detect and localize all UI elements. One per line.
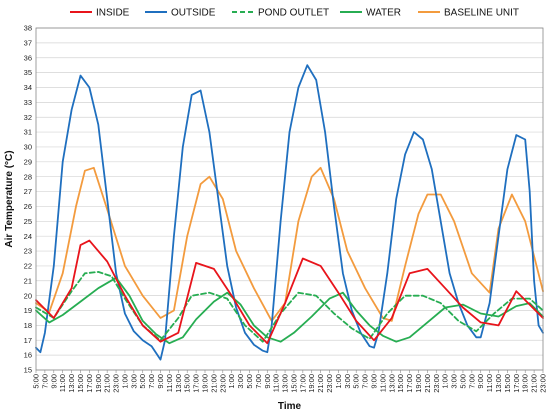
x-tick-label: 11:00 bbox=[378, 374, 387, 392]
y-tick-label: 26 bbox=[24, 202, 32, 211]
x-tick-label: 7:00 bbox=[147, 374, 156, 389]
x-tick-label: 7:00 bbox=[361, 374, 370, 389]
x-tick-label: 13:00 bbox=[67, 374, 76, 393]
y-tick-label: 36 bbox=[24, 53, 32, 62]
x-tick-label: 23:00 bbox=[432, 374, 441, 393]
x-tick-label: 17:00 bbox=[192, 374, 201, 393]
legend-label: OUTSIDE bbox=[171, 8, 216, 19]
x-tick-label: 15:00 bbox=[289, 374, 298, 393]
x-tick-label: 21:00 bbox=[530, 374, 539, 393]
x-tick-label: 7:00 bbox=[40, 374, 49, 389]
x-tick-label: 17:00 bbox=[512, 374, 521, 393]
x-tick-label: 19:00 bbox=[94, 374, 103, 393]
y-tick-label: 30 bbox=[24, 143, 32, 152]
x-tick-label: 19:00 bbox=[201, 374, 210, 393]
x-tick-label: 7:00 bbox=[467, 374, 476, 389]
x-tick-label: 5:00 bbox=[138, 374, 147, 389]
series-line-water bbox=[35, 276, 544, 345]
x-tick-label: 7:00 bbox=[254, 374, 263, 389]
y-tick-label: 32 bbox=[24, 113, 32, 122]
y-tick-label: 27 bbox=[24, 187, 32, 196]
x-tick-label: 9:00 bbox=[156, 374, 165, 389]
y-tick-label: 37 bbox=[24, 38, 32, 47]
x-tick-label: 9:00 bbox=[49, 374, 58, 389]
x-tick-label: 1:00 bbox=[334, 374, 343, 389]
plot-frame bbox=[35, 27, 544, 371]
y-tick-label: 38 bbox=[24, 24, 32, 33]
legend-label: POND OUTLET bbox=[258, 8, 329, 19]
x-tick-label: 5:00 bbox=[32, 374, 41, 389]
x-tick-label: 11:00 bbox=[58, 374, 67, 392]
y-tick-label: 21 bbox=[24, 276, 32, 285]
y-axis-title: Air Temperature (°C) bbox=[4, 150, 15, 247]
x-tick-label: 17:00 bbox=[405, 374, 414, 393]
x-tick-label: 13:00 bbox=[387, 374, 396, 393]
y-tick-label: 17 bbox=[24, 336, 32, 345]
x-tick-label: 21:00 bbox=[423, 374, 432, 393]
x-tick-label: 13:00 bbox=[494, 374, 503, 393]
x-tick-label: 23:00 bbox=[325, 374, 334, 393]
x-tick-label: 3:00 bbox=[343, 374, 352, 389]
y-tick-label: 16 bbox=[24, 351, 32, 360]
y-tick-label: 15 bbox=[24, 366, 32, 375]
legend-label: WATER bbox=[366, 8, 401, 19]
x-tick-label: 5:00 bbox=[245, 374, 254, 389]
x-tick-label: 13:00 bbox=[174, 374, 183, 393]
x-tick-label: 15:00 bbox=[396, 374, 405, 393]
x-tick-label: 15:00 bbox=[183, 374, 192, 393]
y-tick-label: 31 bbox=[24, 128, 32, 137]
x-tick-label: 17:00 bbox=[85, 374, 94, 393]
x-tick-label: 19:00 bbox=[414, 374, 423, 393]
x-tick-label: 1:00 bbox=[227, 374, 236, 389]
y-tick-label: 29 bbox=[24, 157, 32, 166]
y-tick-label: 33 bbox=[24, 98, 32, 107]
x-tick-label: 11:00 bbox=[485, 374, 494, 392]
x-tick-label: 9:00 bbox=[263, 374, 272, 389]
x-tick-label: 15:00 bbox=[76, 374, 85, 393]
series-line-outside bbox=[35, 64, 544, 361]
x-tick-label: 23:00 bbox=[218, 374, 227, 393]
legend-label: INSIDE bbox=[96, 8, 130, 19]
x-tick-label: 17:00 bbox=[298, 374, 307, 393]
y-tick-label: 34 bbox=[24, 83, 32, 92]
series-line-inside bbox=[35, 239, 544, 345]
y-tick-label: 35 bbox=[24, 68, 32, 77]
x-tick-label: 11:00 bbox=[165, 374, 174, 392]
x-tick-label: 21:00 bbox=[209, 374, 218, 393]
y-tick-label: 23 bbox=[24, 247, 32, 256]
x-tick-label: 19:00 bbox=[521, 374, 530, 393]
y-tick-label: 28 bbox=[24, 172, 32, 181]
x-tick-label: 19:00 bbox=[307, 374, 316, 393]
x-tick-label: 3:00 bbox=[450, 374, 459, 389]
y-tick-label: 18 bbox=[24, 321, 32, 330]
x-tick-label: 9:00 bbox=[476, 374, 485, 389]
x-tick-label: 1:00 bbox=[441, 374, 450, 389]
y-tick-label: 25 bbox=[24, 217, 32, 226]
y-tick-label: 24 bbox=[24, 232, 32, 241]
x-tick-label: 23:00 bbox=[539, 374, 548, 393]
y-tick-label: 20 bbox=[24, 291, 32, 300]
x-axis-ticks: 5:00 7:00 9:00 11:00 13:00 15:00 17:00 19:00 21:… bbox=[32, 370, 548, 393]
y-axis-ticks: 15 16 17 18 19 20 21 22 23 24 25 26 27 28 29 30 31 32 33 34… bbox=[24, 24, 32, 375]
y-tick-label: 22 bbox=[24, 262, 32, 271]
x-tick-label: 5:00 bbox=[352, 374, 361, 389]
x-tick-label: 11:00 bbox=[272, 374, 281, 392]
x-tick-label: 1:00 bbox=[120, 374, 129, 389]
x-tick-label: 9:00 bbox=[370, 374, 379, 389]
x-tick-label: 3:00 bbox=[129, 374, 138, 389]
x-tick-label: 15:00 bbox=[503, 374, 512, 393]
x-tick-label: 3:00 bbox=[236, 374, 245, 389]
plot-lines bbox=[35, 64, 544, 361]
x-axis-title: Time bbox=[278, 401, 302, 412]
legend-label: BASELINE UNIT bbox=[444, 8, 519, 19]
x-tick-label: 23:00 bbox=[112, 374, 121, 393]
y-tick-label: 19 bbox=[24, 306, 32, 315]
legend: INSIDE OUTSIDE POND OUTLET WATER BASELINE UN… bbox=[70, 8, 519, 19]
x-tick-label: 13:00 bbox=[281, 374, 290, 393]
x-tick-label: 5:00 bbox=[458, 374, 467, 389]
x-tick-label: 21:00 bbox=[103, 374, 112, 393]
x-tick-label: 21:00 bbox=[316, 374, 325, 393]
